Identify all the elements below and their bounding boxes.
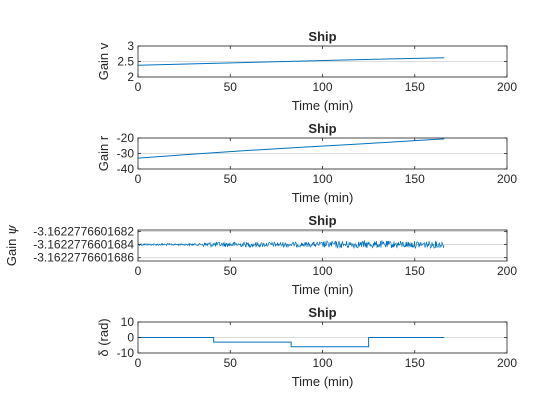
x-tick-label: 200 [497,80,517,94]
y-axis-label: Gain v [96,42,111,80]
x-tick-label: 200 [497,264,517,278]
series-line [138,337,445,348]
y-tick-label: 2.5 [117,55,134,69]
y-tick-label: -3.1622776601682 [33,224,134,238]
x-tick-label: 0 [135,264,142,278]
x-axis-label: Time (min) [292,98,354,113]
x-axis-label: Time (min) [292,190,354,205]
x-tick-label: 150 [405,172,425,186]
y-axis-label: Gain r [96,135,111,171]
x-tick-label: 100 [312,172,332,186]
subplot-2: 0 50 100 150 200 -20 -30-40 Ship Time (min) Gain … [96,121,517,205]
x-tick-label: 150 [405,80,425,94]
subplot-1: 0 50 100 150 200 22.5 3 Ship Time (min) Gain v [96,29,517,113]
y-tick-label: 10 [121,315,135,329]
y-tick-label: 2 [127,70,134,84]
x-tick-label: 50 [224,264,238,278]
y-tick-label: -30 [117,147,135,161]
y-tick-label: -20 [117,131,135,145]
y-axis-label: δ (rad) [96,318,111,356]
x-tick-label: 50 [224,172,238,186]
x-tick-label: 100 [312,356,332,370]
x-tick-label: 0 [135,80,142,94]
subplot-3: 0 50 100 150 200-3.1622776601682-3.162277660… [4,213,517,297]
y-tick-label: -40 [117,162,135,176]
x-tick-label: 0 [135,356,142,370]
y-tick-label: 0 [127,331,134,345]
chart-title: Ship [308,213,336,228]
y-axis-label: Gain ψ [4,224,20,266]
x-tick-label: 0 [135,172,142,186]
y-tick-label: -10 [117,346,135,360]
x-tick-label: 200 [497,356,517,370]
x-axis-label: Time (min) [292,282,354,297]
chart-title: Ship [308,121,336,136]
x-tick-label: 150 [405,264,425,278]
series-line [137,57,445,66]
chart-title: Ship [308,29,336,44]
x-tick-label: 50 [224,356,238,370]
x-tick-label: 50 [224,80,238,94]
y-tick-label: -3.1622776601686 [33,251,134,265]
y-tick-label: -3.1622776601684 [33,238,134,252]
chart-title: Ship [308,305,336,320]
x-tick-label: 150 [405,356,425,370]
series-line [137,239,445,249]
y-tick-label: 3 [127,39,134,53]
x-tick-label: 100 [312,80,332,94]
x-axis-label: Time (min) [292,374,354,389]
x-tick-label: 100 [312,264,332,278]
x-tick-label: 200 [497,172,517,186]
